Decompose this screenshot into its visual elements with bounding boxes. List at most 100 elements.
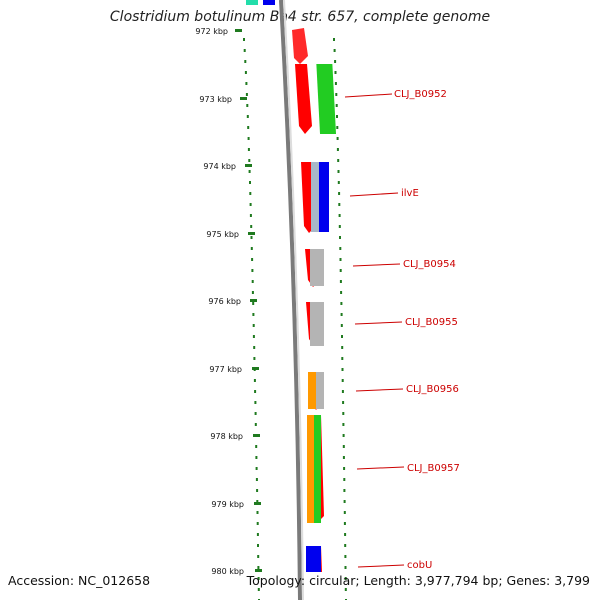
scale-dot bbox=[337, 159, 340, 162]
cog-feature-blue bbox=[263, 0, 275, 5]
scale-dot bbox=[339, 269, 342, 272]
gene-label: CLJ_B0956 bbox=[406, 384, 459, 395]
gene-label-group: CLJ_B0955 bbox=[354, 317, 458, 328]
scale-dot bbox=[247, 126, 250, 129]
cog-feature-orange bbox=[307, 415, 314, 523]
scale-dot bbox=[250, 236, 253, 239]
scale-dot bbox=[339, 247, 342, 250]
scale-dot bbox=[340, 313, 343, 316]
cog-feature-orange bbox=[308, 372, 316, 409]
scale-dot bbox=[253, 368, 256, 371]
gene-label-group: cobU bbox=[357, 560, 432, 571]
tick-label: 979 kbp bbox=[211, 500, 244, 509]
tick-label: 978 kbp bbox=[210, 432, 243, 441]
scale-dot bbox=[338, 214, 341, 217]
scale-dot bbox=[336, 137, 339, 140]
gene-label-group: CLJ_B0952 bbox=[344, 89, 447, 100]
tick-label: 977 kbp bbox=[209, 365, 242, 374]
scale-dot bbox=[246, 115, 249, 118]
partial-features-top bbox=[246, 0, 275, 5]
scale-dot bbox=[249, 214, 252, 217]
scale-dot bbox=[251, 280, 254, 283]
scale-dot bbox=[257, 566, 260, 569]
tick: 973 kbp bbox=[199, 95, 247, 104]
scale-dot bbox=[341, 390, 344, 393]
scale-dot bbox=[342, 445, 345, 448]
scale-dot bbox=[338, 192, 341, 195]
tick-label: 974 kbp bbox=[203, 162, 236, 171]
scale-dot bbox=[342, 434, 345, 437]
scale-dot bbox=[342, 456, 345, 459]
scale-dot bbox=[253, 379, 256, 382]
scale-dot bbox=[250, 247, 253, 250]
scale-dot bbox=[257, 577, 260, 580]
scale-dot bbox=[255, 456, 258, 459]
tick-label: 980 kbp bbox=[211, 567, 244, 576]
tick: 979 kbp bbox=[211, 500, 261, 509]
scale-dot bbox=[254, 423, 257, 426]
scale-dot bbox=[253, 346, 256, 349]
tick-label: 975 kbp bbox=[206, 230, 239, 239]
scale-dot bbox=[344, 555, 347, 558]
scale-dot bbox=[252, 335, 255, 338]
scale-dot bbox=[341, 335, 343, 338]
scale-dot bbox=[256, 489, 259, 492]
gene-label: CLJ_B0952 bbox=[394, 89, 447, 100]
scale-dot bbox=[252, 302, 255, 305]
scale-dot bbox=[337, 170, 340, 173]
tick: 977 kbp bbox=[209, 365, 259, 374]
scale-dot bbox=[336, 126, 339, 129]
scale-dot bbox=[343, 511, 346, 514]
scale-dot bbox=[336, 148, 339, 151]
scale-dot bbox=[338, 203, 341, 206]
scale-dot bbox=[344, 577, 347, 580]
scale-dot bbox=[334, 60, 337, 63]
gene-labels: CLJ_B0952 ilvE CLJ_B0954 CLJ_B0955 CLJ_B… bbox=[344, 89, 460, 571]
cog-feature-grey bbox=[310, 302, 324, 346]
scale-dot bbox=[244, 71, 247, 74]
scale-dot bbox=[251, 269, 254, 272]
tick: 980 kbp bbox=[211, 567, 262, 576]
scale-dot bbox=[342, 412, 345, 415]
genome-backbone bbox=[279, 0, 302, 600]
scale-dot bbox=[334, 82, 337, 85]
scale-dot bbox=[245, 82, 248, 85]
gene-label: CLJ_B0954 bbox=[403, 259, 456, 270]
scale-dot bbox=[339, 280, 342, 283]
scale-dot bbox=[252, 313, 255, 316]
genome-backbone-highlight bbox=[283, 0, 304, 600]
scale-dot bbox=[252, 324, 255, 327]
scale-dot bbox=[333, 38, 335, 41]
cog-feature-grey bbox=[310, 249, 324, 286]
gene-label-group: ilvE bbox=[349, 188, 419, 199]
scale-dot bbox=[254, 412, 257, 415]
cog-feature-blue bbox=[319, 162, 329, 232]
scale-ticks: 972 kbp 973 kbp 974 kbp 975 kbp 976 kbp … bbox=[195, 27, 262, 576]
minor-scale-dots bbox=[243, 38, 260, 600]
scale-dot bbox=[254, 390, 257, 393]
cog-feature-teal bbox=[246, 0, 258, 5]
scale-dot bbox=[255, 478, 258, 481]
gene-label: CLJ_B0957 bbox=[407, 463, 460, 474]
scale-dot bbox=[249, 203, 252, 206]
scale-dot bbox=[256, 511, 259, 514]
tick: 975 kbp bbox=[206, 230, 255, 239]
scale-dot bbox=[244, 60, 247, 63]
scale-dot bbox=[344, 566, 347, 569]
cog-feature-green bbox=[316, 64, 337, 134]
topology-text: Topology: circular; Length: 3,977,794 bp… bbox=[246, 573, 590, 588]
scale-dot bbox=[251, 291, 254, 294]
cog-feature-grey bbox=[316, 372, 324, 409]
scale-dot bbox=[255, 445, 258, 448]
scale-dot bbox=[243, 49, 246, 52]
cog-feature-green bbox=[314, 415, 321, 523]
tick: 978 kbp bbox=[210, 432, 260, 441]
scale-dot bbox=[246, 104, 249, 107]
scale-dot bbox=[338, 225, 341, 228]
scale-dot bbox=[340, 324, 343, 327]
scale-dot bbox=[251, 258, 254, 261]
scale-dot bbox=[334, 71, 337, 74]
scale-dot bbox=[256, 533, 259, 536]
